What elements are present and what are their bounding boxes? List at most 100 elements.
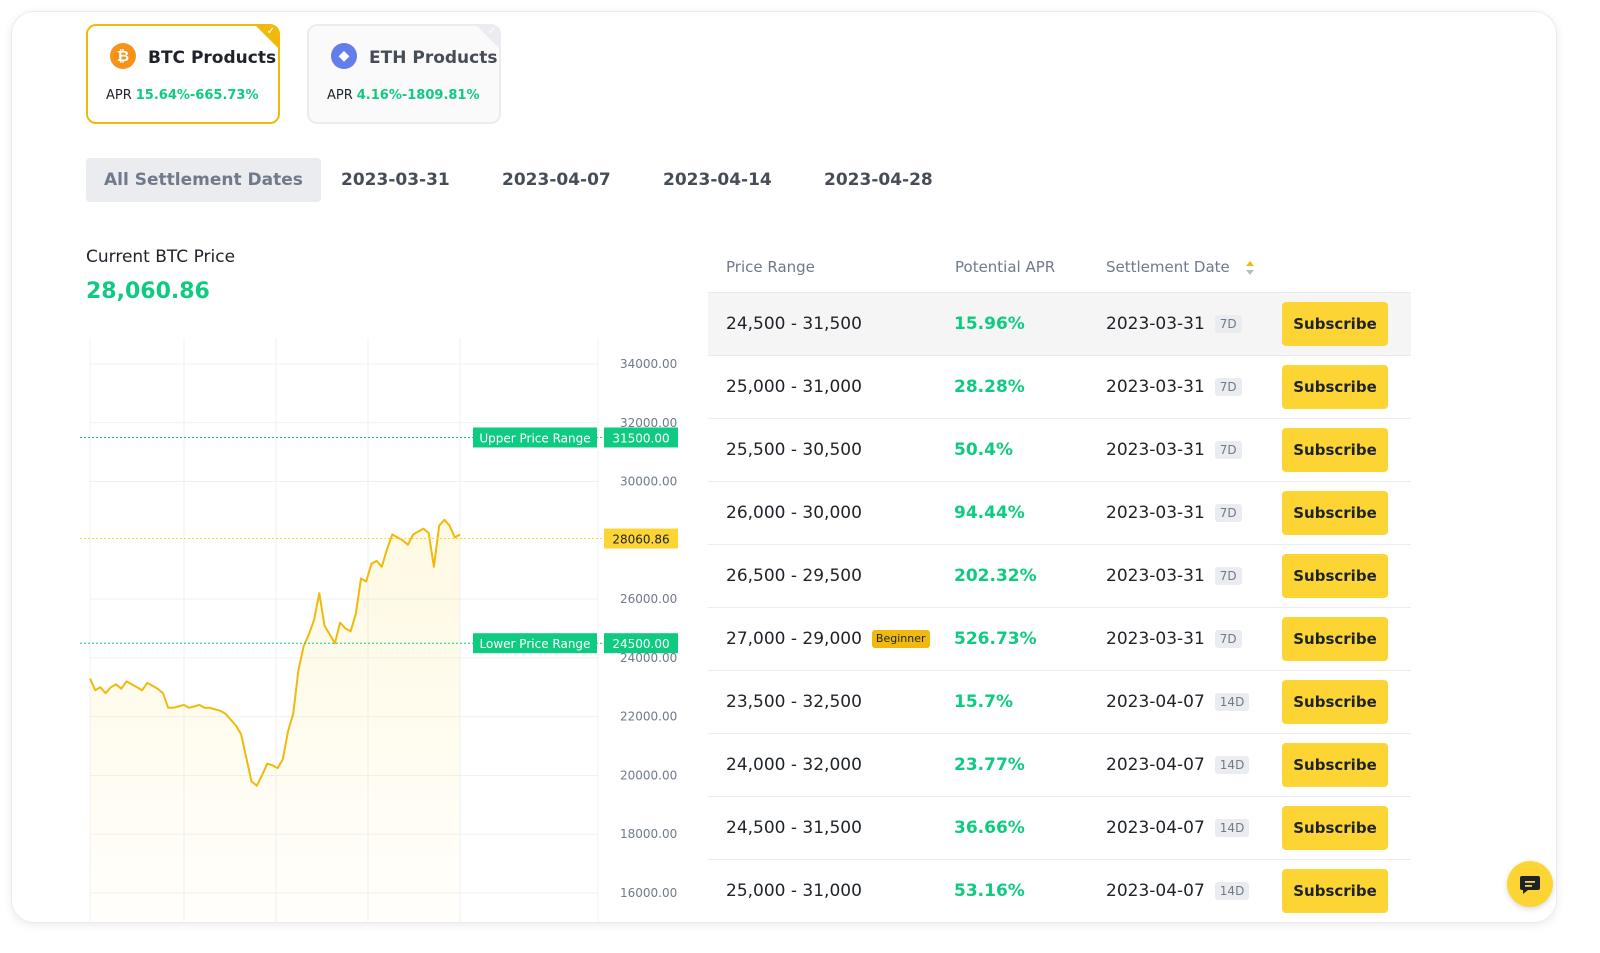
- price-range-text: 25,000 - 31,000: [726, 377, 862, 397]
- y-tick-label: 16000.00: [620, 886, 677, 900]
- subscribe-button[interactable]: Subscribe: [1282, 743, 1388, 787]
- product-apr: APR 15.64%-665.73%: [106, 88, 259, 103]
- settlement-date-cell: 2023-03-31 7D: [1106, 545, 1242, 607]
- term-badge: 14D: [1214, 819, 1250, 837]
- marker-label: Upper Price Range: [479, 431, 590, 445]
- apr-value: 15.64%-665.73%: [135, 88, 259, 103]
- table-row: 25,500 - 30,500 50.4% 2023-03-31 7D Subscrib…: [708, 418, 1411, 481]
- settlement-date-cell: 2023-03-31 7D: [1106, 356, 1242, 418]
- settlement-date-text: 2023-04-07: [1106, 881, 1205, 901]
- product-apr: APR 4.16%-1809.81%: [327, 88, 480, 103]
- btc-price-chart: 34000.00 32000.00 30000.00 26000.00 24000.00…: [80, 338, 678, 922]
- product-title: ETH Products: [369, 48, 498, 68]
- beginner-badge: Beginner: [871, 630, 930, 648]
- price-range-cell: 27,000 - 29,000 Beginner: [726, 608, 930, 670]
- price-range-text: 26,000 - 30,000: [726, 503, 862, 523]
- table-row: 25,000 - 31,000 28.28% 2023-03-31 7D Subscri…: [708, 355, 1411, 418]
- subscribe-button[interactable]: Subscribe: [1282, 680, 1388, 724]
- marker-value-box: [604, 528, 678, 549]
- current-price-value: 28,060.86: [86, 279, 210, 304]
- subscribe-button[interactable]: Subscribe: [1282, 617, 1388, 661]
- subscribe-button[interactable]: Subscribe: [1282, 554, 1388, 598]
- price-range-cell: 25,000 - 31,000: [726, 356, 862, 418]
- product-card-eth[interactable]: ✓ ◆ ETH Products APR 4.16%-1809.81%: [307, 24, 501, 124]
- marker-value: 24500.00: [612, 637, 669, 651]
- selected-corner-marker: [255, 26, 278, 49]
- settlement-date-cell: 2023-04-07 14D: [1106, 671, 1250, 733]
- settlement-date-text: 2023-03-31: [1106, 566, 1205, 586]
- price-range-text: 24,500 - 31,500: [726, 314, 862, 334]
- marker-value-box: [604, 633, 678, 654]
- marker-label-box: [473, 633, 597, 654]
- potential-apr-cell: 50.4%: [954, 440, 1013, 460]
- apr-label: APR: [327, 88, 353, 103]
- subscribe-button[interactable]: Subscribe: [1282, 806, 1388, 850]
- chat-icon: [1520, 876, 1540, 894]
- table-row: 24,500 - 31,500 36.66% 2023-04-07 14D Subscr…: [708, 796, 1411, 859]
- price-range-cell: 23,500 - 32,500: [726, 671, 862, 733]
- table-row: 25,000 - 31,000 53.16% 2023-04-07 14D Subscr…: [708, 859, 1411, 922]
- y-tick-label: 20000.00: [620, 768, 677, 782]
- sort-icon[interactable]: [1245, 260, 1255, 276]
- tab-2023-04-14[interactable]: 2023-04-14: [663, 170, 772, 190]
- unselected-corner-marker: [476, 26, 499, 49]
- tab-all-settlement-dates[interactable]: All Settlement Dates: [86, 158, 321, 202]
- price-range-text: 25,000 - 31,000: [726, 881, 862, 901]
- y-tick-label: 26000.00: [620, 592, 677, 606]
- current-price-label: Current BTC Price: [86, 247, 236, 267]
- term-badge: 14D: [1214, 882, 1250, 900]
- settlement-date-text: 2023-04-07: [1106, 818, 1205, 838]
- y-tick-label: 24000.00: [620, 651, 677, 665]
- price-range-cell: 25,000 - 31,000: [726, 860, 862, 922]
- settlement-date-cell: 2023-03-31 7D: [1106, 293, 1242, 355]
- price-range-text: 24,500 - 31,500: [726, 818, 862, 838]
- subscribe-button[interactable]: Subscribe: [1282, 365, 1388, 409]
- tab-2023-04-28[interactable]: 2023-04-28: [824, 170, 933, 190]
- term-badge: 7D: [1214, 378, 1242, 396]
- price-range-text: 26,500 - 29,500: [726, 566, 862, 586]
- check-icon: ✓: [266, 26, 275, 37]
- term-badge: 7D: [1214, 441, 1242, 459]
- subscribe-button[interactable]: Subscribe: [1282, 491, 1388, 535]
- settlement-date-cell: 2023-03-31 7D: [1106, 419, 1242, 481]
- tab-2023-03-31[interactable]: 2023-03-31: [341, 170, 450, 190]
- price-range-text: 25,500 - 30,500: [726, 440, 862, 460]
- term-badge: 7D: [1214, 315, 1242, 333]
- settlement-date-cell: 2023-03-31 7D: [1106, 482, 1242, 544]
- potential-apr-cell: 23.77%: [954, 755, 1025, 775]
- apr-label: APR: [106, 88, 132, 103]
- tab-2023-04-07[interactable]: 2023-04-07: [502, 170, 611, 190]
- term-badge: 7D: [1214, 630, 1242, 648]
- potential-apr-cell: 15.7%: [954, 692, 1013, 712]
- table-row: 26,500 - 29,500 202.32% 2023-03-31 7D Subscr…: [708, 544, 1411, 607]
- table-row: 23,500 - 32,500 15.7% 2023-04-07 14D Subscri…: [708, 670, 1411, 733]
- term-badge: 7D: [1214, 504, 1242, 522]
- price-range-text: 23,500 - 32,500: [726, 692, 862, 712]
- subscribe-button[interactable]: Subscribe: [1282, 302, 1388, 346]
- potential-apr-cell: 36.66%: [954, 818, 1025, 838]
- price-range-cell: 26,000 - 30,000: [726, 482, 862, 544]
- price-range-cell: 24,000 - 32,000: [726, 734, 862, 796]
- potential-apr-cell: 53.16%: [954, 881, 1025, 901]
- price-range-text: 27,000 - 29,000: [726, 629, 862, 649]
- bitcoin-icon: ₿: [110, 43, 136, 69]
- potential-apr-cell: 526.73%: [954, 629, 1037, 649]
- y-tick-label: 22000.00: [620, 710, 677, 724]
- settlement-date-text: 2023-03-31: [1106, 440, 1205, 460]
- price-range-cell: 24,500 - 31,500: [726, 797, 862, 859]
- product-card-btc[interactable]: ✓ ₿ BTC Products APR 15.64%-665.73%: [86, 24, 280, 124]
- price-line: [89, 518, 461, 787]
- term-badge: 7D: [1214, 567, 1242, 585]
- potential-apr-cell: 28.28%: [954, 377, 1025, 397]
- term-badge: 14D: [1214, 756, 1250, 774]
- product-title: BTC Products: [148, 48, 277, 68]
- settlement-date-text: 2023-03-31: [1106, 503, 1205, 523]
- subscribe-button[interactable]: Subscribe: [1282, 428, 1388, 472]
- header-potential-apr: Potential APR: [955, 258, 1056, 276]
- header-settlement-date-label: Settlement Date: [1106, 258, 1230, 276]
- header-settlement-date[interactable]: Settlement Date: [1106, 258, 1255, 276]
- subscribe-button[interactable]: Subscribe: [1282, 869, 1388, 913]
- chat-button[interactable]: [1507, 861, 1553, 907]
- settlement-date-cell: 2023-04-07 14D: [1106, 860, 1250, 922]
- apr-value: 4.16%-1809.81%: [356, 88, 480, 103]
